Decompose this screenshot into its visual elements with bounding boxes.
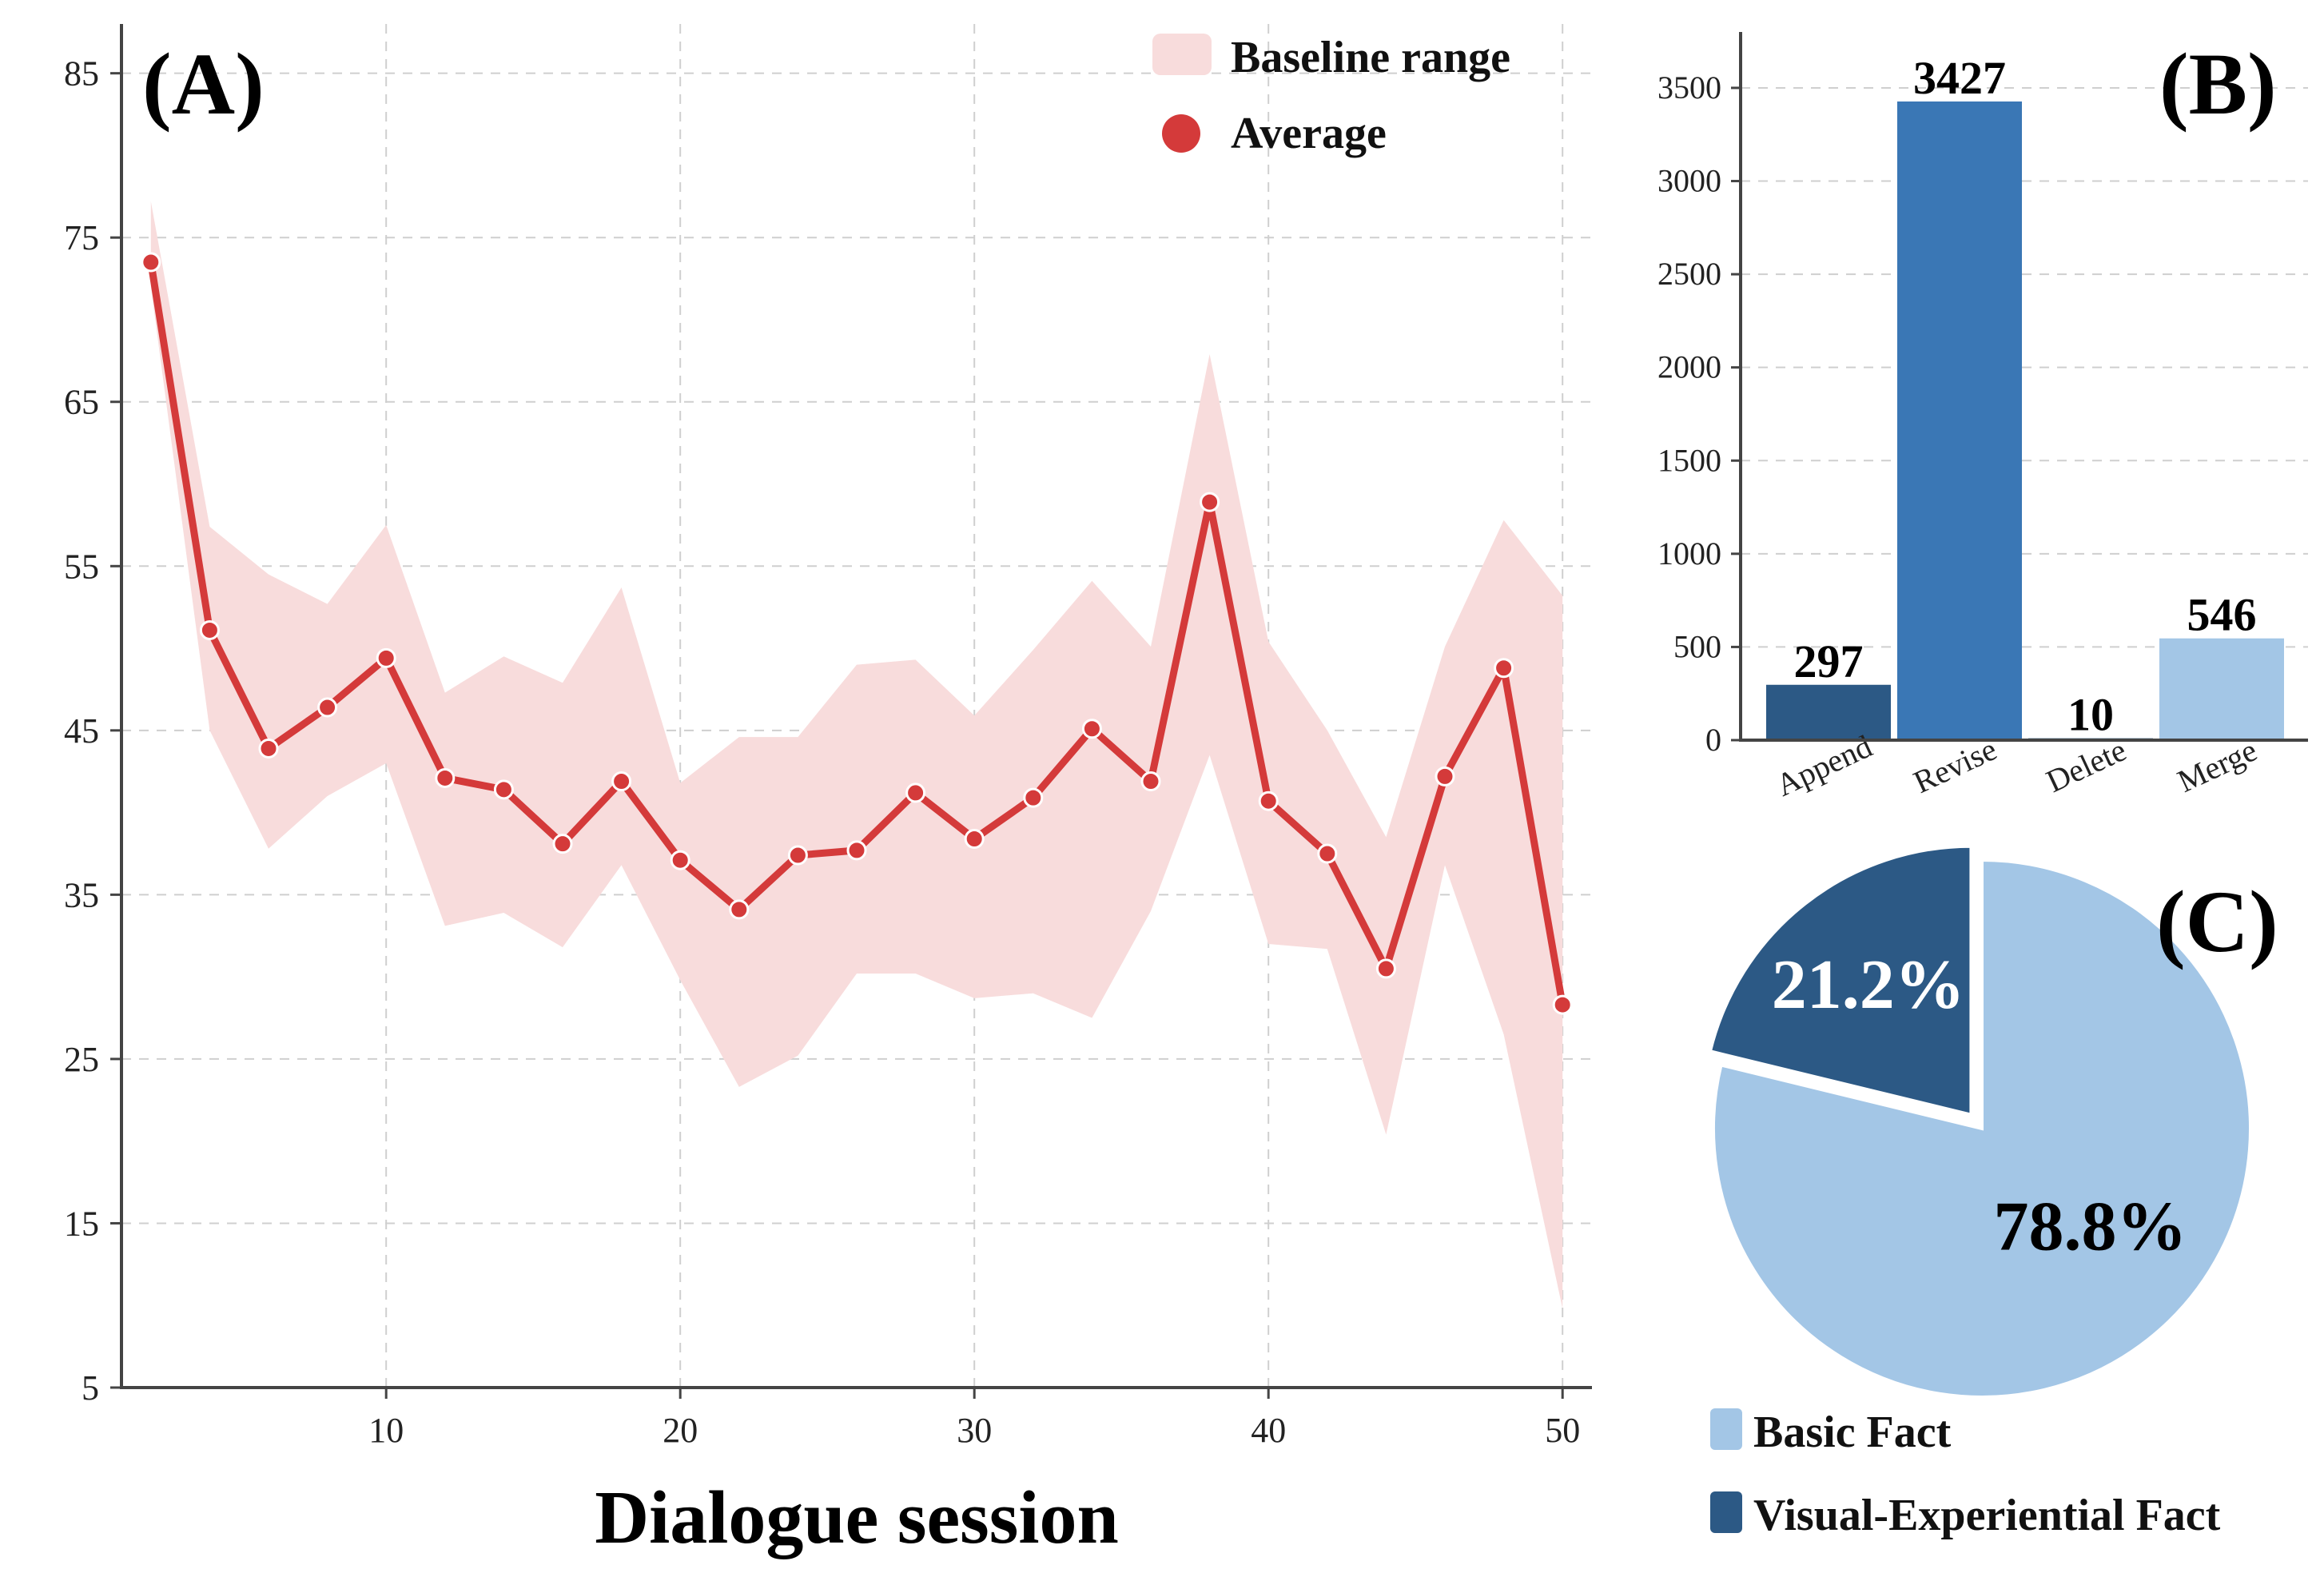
y-tick-label: 5 [82, 1368, 99, 1408]
pie-slices [1708, 844, 2252, 1399]
average-point [1140, 771, 1161, 792]
panel-b-label: (B) [2159, 35, 2277, 133]
average-point [1081, 719, 1102, 739]
average-point [905, 783, 926, 803]
panel-b-ticks: 0 500 1000 1500 2000 2500 3000 3500 [1657, 70, 1741, 758]
baseline-range-band [150, 201, 1563, 1309]
average-point [317, 697, 338, 718]
bar-value-label: 297 [1794, 635, 1864, 687]
legend-swatch-baseline-range [1152, 34, 1212, 75]
y-tick-label: 35 [64, 875, 99, 914]
bar-revise [1897, 101, 2022, 740]
y-tick-label: 500 [1673, 628, 1721, 664]
average-point [1494, 658, 1514, 679]
y-tick-label: 25 [64, 1040, 99, 1079]
y-tick-label: 3500 [1657, 70, 1721, 106]
average-point [1023, 787, 1044, 808]
average-point [1435, 766, 1455, 786]
x-tick-label: 40 [1251, 1411, 1286, 1450]
panel-a-legend: Baseline range Average [1152, 33, 1510, 158]
bar-append [1766, 684, 1891, 740]
legend-swatch-basic-fact [1710, 1408, 1742, 1450]
average-point [1375, 958, 1396, 979]
panel-c-label: (C) [2156, 873, 2278, 970]
x-tick-label: 50 [1545, 1411, 1580, 1450]
average-point [729, 899, 750, 920]
y-tick-label: 75 [64, 218, 99, 257]
legend-label-average: Average [1231, 109, 1387, 158]
x-tick-label: Merge [2172, 731, 2262, 799]
average-point [552, 834, 573, 854]
y-tick-label: 45 [64, 711, 99, 751]
x-tick-label: 10 [368, 1411, 404, 1450]
bar-value-label: 10 [2067, 689, 2114, 741]
y-tick-label: 2500 [1657, 256, 1721, 292]
pie-label-visual-experiential-fact: 21.2% [1772, 946, 1965, 1024]
y-tick-label: 65 [64, 383, 99, 422]
average-point [141, 252, 161, 273]
panel-a-ticks: 5 15 25 35 45 55 65 75 85 10 20 30 40 50 [64, 54, 1580, 1450]
average-point [1317, 843, 1338, 864]
average-point [787, 845, 808, 866]
x-axis-label: Dialogue session [595, 1476, 1118, 1559]
pie-value-labels: 78.8% 21.2% [1772, 946, 2187, 1266]
y-tick-label: 85 [64, 54, 99, 94]
average-point [258, 738, 279, 759]
bar-merge [2159, 638, 2284, 740]
average-points [141, 252, 1573, 1015]
pie-slice-visual-experiential-fact [1708, 844, 1973, 1117]
average-point [964, 828, 985, 849]
average-point [670, 850, 690, 870]
average-point [1258, 790, 1279, 811]
panel-a-label: (A) [142, 35, 265, 133]
average-point [846, 840, 867, 861]
average-point [611, 771, 632, 792]
average-point [1552, 994, 1573, 1015]
legend-label-visual-experiential-fact: Visual-Experiential Fact [1753, 1491, 2221, 1540]
x-tick-label: 30 [957, 1411, 992, 1450]
average-point [199, 619, 220, 640]
x-tick-label: 20 [663, 1411, 698, 1450]
panel-c-legend: Basic Fact Visual-Experiential Fact [1710, 1408, 2221, 1540]
y-tick-label: 1000 [1657, 536, 1721, 571]
panel-a-line-chart: 5 15 25 35 45 55 65 75 85 10 20 30 40 50 (A) Dialogue… [64, 24, 1592, 1559]
y-tick-label: 1500 [1657, 442, 1721, 478]
y-tick-label: 15 [64, 1204, 99, 1243]
legend-marker-average [1162, 114, 1200, 153]
average-point [435, 767, 456, 788]
bar-value-label: 3427 [1913, 52, 2006, 104]
average-point [1200, 492, 1220, 512]
y-tick-label: 55 [64, 547, 99, 586]
legend-label-basic-fact: Basic Fact [1753, 1408, 1952, 1457]
pie-slice-basic-fact [1712, 858, 2252, 1399]
legend-label-baseline-range: Baseline range [1231, 33, 1510, 82]
panel-c-pie-chart: 78.8% 21.2% (C) Basic Fact Visual-Experie… [1708, 844, 2278, 1540]
panel-b-grid [1741, 86, 2308, 648]
bar-value-label: 546 [2187, 589, 2257, 641]
average-point [493, 779, 514, 800]
y-tick-label: 2000 [1657, 349, 1721, 385]
pie-label-basic-fact: 78.8% [1993, 1189, 2187, 1266]
legend-swatch-visual-experiential-fact [1710, 1491, 1742, 1533]
y-tick-label: 3000 [1657, 163, 1721, 199]
y-tick-label: 0 [1705, 722, 1721, 758]
x-tick-label: Delete [2040, 731, 2131, 799]
average-point [376, 647, 396, 668]
